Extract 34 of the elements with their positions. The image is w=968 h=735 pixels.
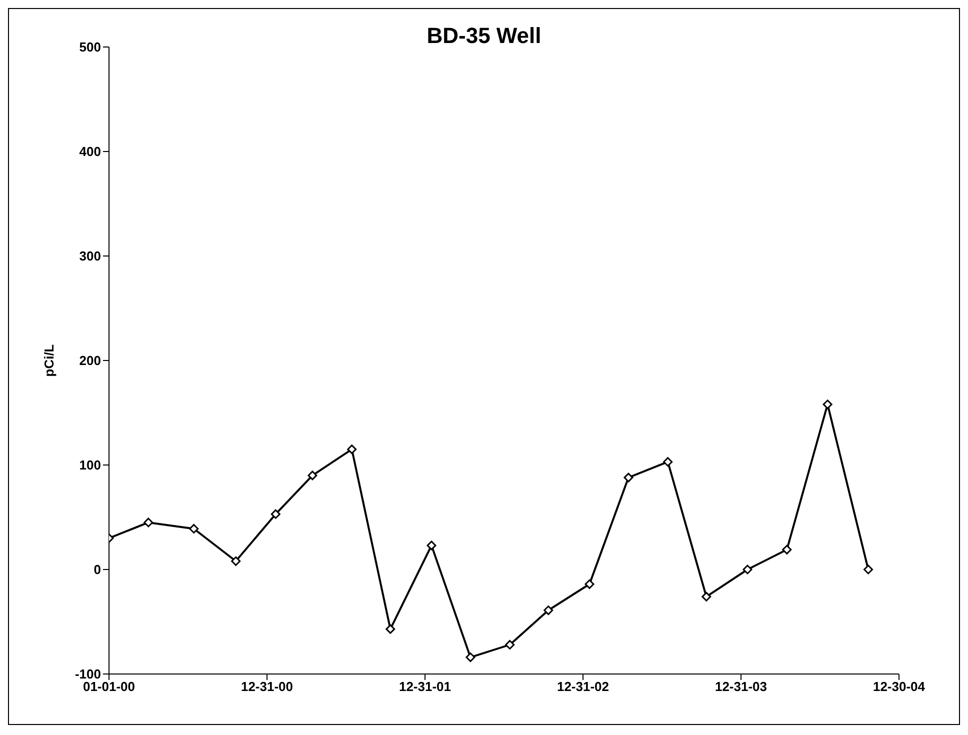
point [308,470,318,480]
point [584,579,594,589]
x-tick-label: 12-31-02 [556,679,610,694]
x-tick-label: 12-30-04 [872,679,926,694]
point [426,540,436,550]
y-axis-title: pCi/L [42,344,57,377]
point [544,606,554,616]
y-tick-label: 300 [79,248,101,264]
point [189,524,199,534]
point [864,564,874,574]
point [466,652,476,662]
y-tick-label: 400 [79,144,101,160]
point [505,640,515,650]
y-tick-label: 500 [79,40,101,55]
point [742,564,752,574]
point [624,472,634,482]
y-tick-label: 0 [94,562,101,578]
point [231,556,241,566]
point [782,544,792,554]
point [270,509,280,519]
x-tick-label: 01-01-00 [82,679,136,694]
point [347,444,357,454]
x-tick-label: 12-31-00 [240,679,294,694]
x-tick-label: 12-31-01 [398,679,452,694]
point [144,518,154,528]
y-tick-label: 200 [79,353,101,368]
y-tick-label: 100 [79,458,101,473]
point [386,624,396,634]
point [822,400,832,410]
y-tick-label: -100 [74,666,101,682]
chart-title: BD-35 Well [426,23,542,48]
x-tick-label: 12-31-03 [714,679,768,694]
point [702,592,712,602]
point [663,457,673,467]
